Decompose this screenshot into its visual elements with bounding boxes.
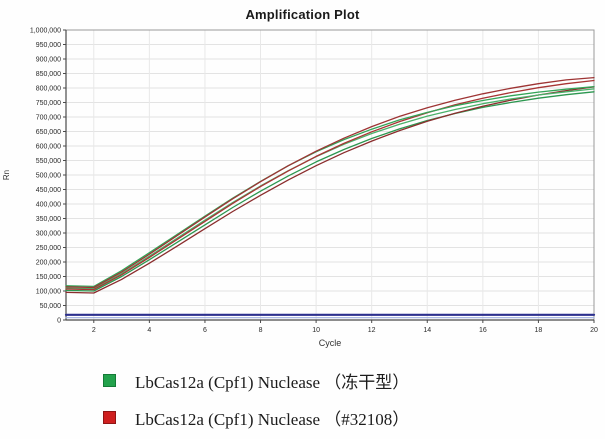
x-tick-label: 2	[92, 327, 96, 334]
series-line-lyophilized-rep1	[65, 85, 595, 288]
y-tick-label: 150,000	[36, 274, 61, 281]
legend-item-lyophilized: LbCas12a (Cpf1) Nuclease （冻干型）	[103, 368, 409, 393]
y-tick-label: 100,000	[36, 289, 61, 296]
legend-swatch-red	[103, 411, 116, 424]
legend: LbCas12a (Cpf1) Nuclease （冻干型） LbCas12a …	[103, 368, 409, 430]
y-tick-label: 550,000	[36, 158, 61, 165]
y-tick-label: 500,000	[36, 173, 61, 180]
x-tick-label: 4	[147, 327, 151, 334]
y-tick-label: 50,000	[40, 303, 62, 310]
legend-item-32108: LbCas12a (Cpf1) Nuclease （#32108）	[103, 405, 409, 430]
y-tick-label: 650,000	[36, 129, 61, 136]
x-tick-label: 20	[590, 327, 598, 334]
y-tick-label: 350,000	[36, 216, 61, 223]
y-tick-label: 250,000	[36, 245, 61, 252]
y-tick-label: 800,000	[36, 86, 61, 93]
y-tick-label: 750,000	[36, 100, 61, 107]
series-line-32108-rep1	[65, 76, 595, 289]
legend-label-32108: LbCas12a (Cpf1) Nuclease （#32108）	[135, 410, 410, 429]
y-tick-label: 600,000	[36, 144, 61, 151]
series-line-lyophilized-rep2	[65, 88, 595, 290]
x-tick-label: 18	[535, 327, 543, 334]
y-tick-label: 1,000,000	[30, 28, 61, 35]
y-tick-label: 200,000	[36, 260, 61, 267]
legend-label-lyophilized: LbCas12a (Cpf1) Nuclease （冻干型）	[135, 373, 410, 392]
series-line-32108-rep3	[65, 86, 595, 294]
series-line-lyophilized-rep3	[65, 91, 595, 292]
y-tick-label: 0	[57, 318, 61, 325]
y-tick-label: 300,000	[36, 231, 61, 238]
x-tick-label: 8	[259, 327, 263, 334]
x-tick-label: 12	[368, 327, 376, 334]
series-line-32108-rep2	[65, 79, 595, 291]
amplification-plot-canvas: 0 50,000 100,000 150,000 200,000 250,000 300,0…	[2, 28, 598, 349]
y-tick-label: 900,000	[36, 57, 61, 64]
y-tick-label: 950,000	[36, 42, 61, 49]
x-axis-label: Cycle	[319, 338, 342, 348]
x-tick-label: 10	[312, 327, 320, 334]
y-tick-label: 700,000	[36, 115, 61, 122]
chart-title: Amplification Plot	[245, 7, 360, 22]
legend-swatch-green	[103, 374, 116, 387]
y-axis-label: Rn	[2, 170, 11, 180]
x-tick-label: 6	[203, 327, 207, 334]
x-tick-label: 16	[479, 327, 487, 334]
y-tick-label: 850,000	[36, 71, 61, 78]
y-tick-label: 400,000	[36, 202, 61, 209]
y-tick-label: 450,000	[36, 187, 61, 194]
x-tick-label: 14	[423, 327, 431, 334]
